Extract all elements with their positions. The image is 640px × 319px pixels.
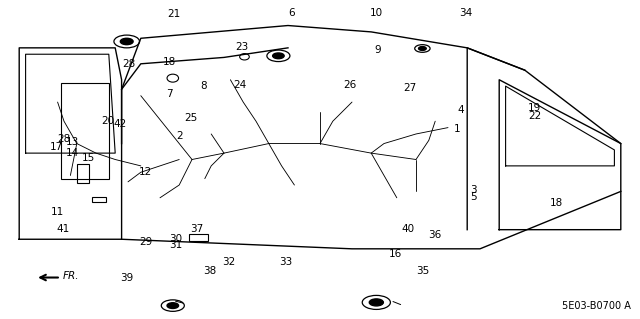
Text: 11: 11 — [51, 207, 64, 217]
Text: 39: 39 — [120, 272, 133, 283]
Text: 23: 23 — [236, 42, 248, 52]
Text: 25: 25 — [184, 113, 197, 123]
Text: 24: 24 — [234, 79, 246, 90]
Bar — [92, 197, 106, 202]
Text: 42: 42 — [114, 119, 127, 129]
Text: 31: 31 — [170, 240, 182, 250]
Text: 20: 20 — [101, 115, 114, 126]
Text: 16: 16 — [389, 249, 402, 259]
Text: 4: 4 — [458, 105, 464, 115]
Text: 22: 22 — [528, 111, 541, 122]
Text: 30: 30 — [170, 234, 182, 244]
Text: 13: 13 — [66, 137, 79, 147]
Text: 3: 3 — [470, 185, 477, 195]
Bar — [189, 234, 208, 241]
Circle shape — [273, 53, 284, 59]
Text: 18: 18 — [163, 57, 176, 67]
Text: 26: 26 — [344, 80, 356, 91]
Text: 12: 12 — [140, 167, 152, 177]
Text: 29: 29 — [140, 237, 152, 247]
Text: 28: 28 — [58, 134, 70, 144]
Text: 8: 8 — [200, 81, 207, 91]
Text: 38: 38 — [204, 266, 216, 276]
Bar — [77, 164, 89, 183]
Circle shape — [369, 299, 383, 306]
Text: 40: 40 — [402, 224, 415, 234]
Text: 35: 35 — [416, 265, 429, 276]
Text: 5: 5 — [470, 192, 477, 202]
Circle shape — [419, 47, 426, 50]
Text: 33: 33 — [280, 256, 292, 267]
Text: 5E03-B0700 A: 5E03-B0700 A — [561, 301, 630, 311]
Circle shape — [120, 38, 133, 45]
Text: 2: 2 — [176, 130, 182, 141]
Text: 34: 34 — [460, 8, 472, 18]
Text: 36: 36 — [429, 230, 442, 241]
Text: 9: 9 — [374, 45, 381, 56]
Text: 6: 6 — [288, 8, 294, 18]
Text: 17: 17 — [50, 142, 63, 152]
Text: 14: 14 — [66, 148, 79, 158]
Text: 18: 18 — [550, 197, 563, 208]
Text: 41: 41 — [56, 224, 69, 234]
Text: 7: 7 — [166, 89, 173, 99]
Text: 28: 28 — [123, 59, 136, 69]
Text: 15: 15 — [82, 153, 95, 163]
Text: 32: 32 — [223, 256, 236, 267]
Text: 37: 37 — [191, 224, 204, 234]
Text: 21: 21 — [168, 9, 180, 19]
Bar — [61, 83, 109, 179]
Text: FR.: FR. — [63, 271, 79, 281]
Text: 19: 19 — [528, 103, 541, 114]
Text: 1: 1 — [454, 124, 461, 134]
Text: 10: 10 — [370, 8, 383, 19]
Circle shape — [167, 303, 179, 308]
Text: 27: 27 — [403, 83, 416, 93]
